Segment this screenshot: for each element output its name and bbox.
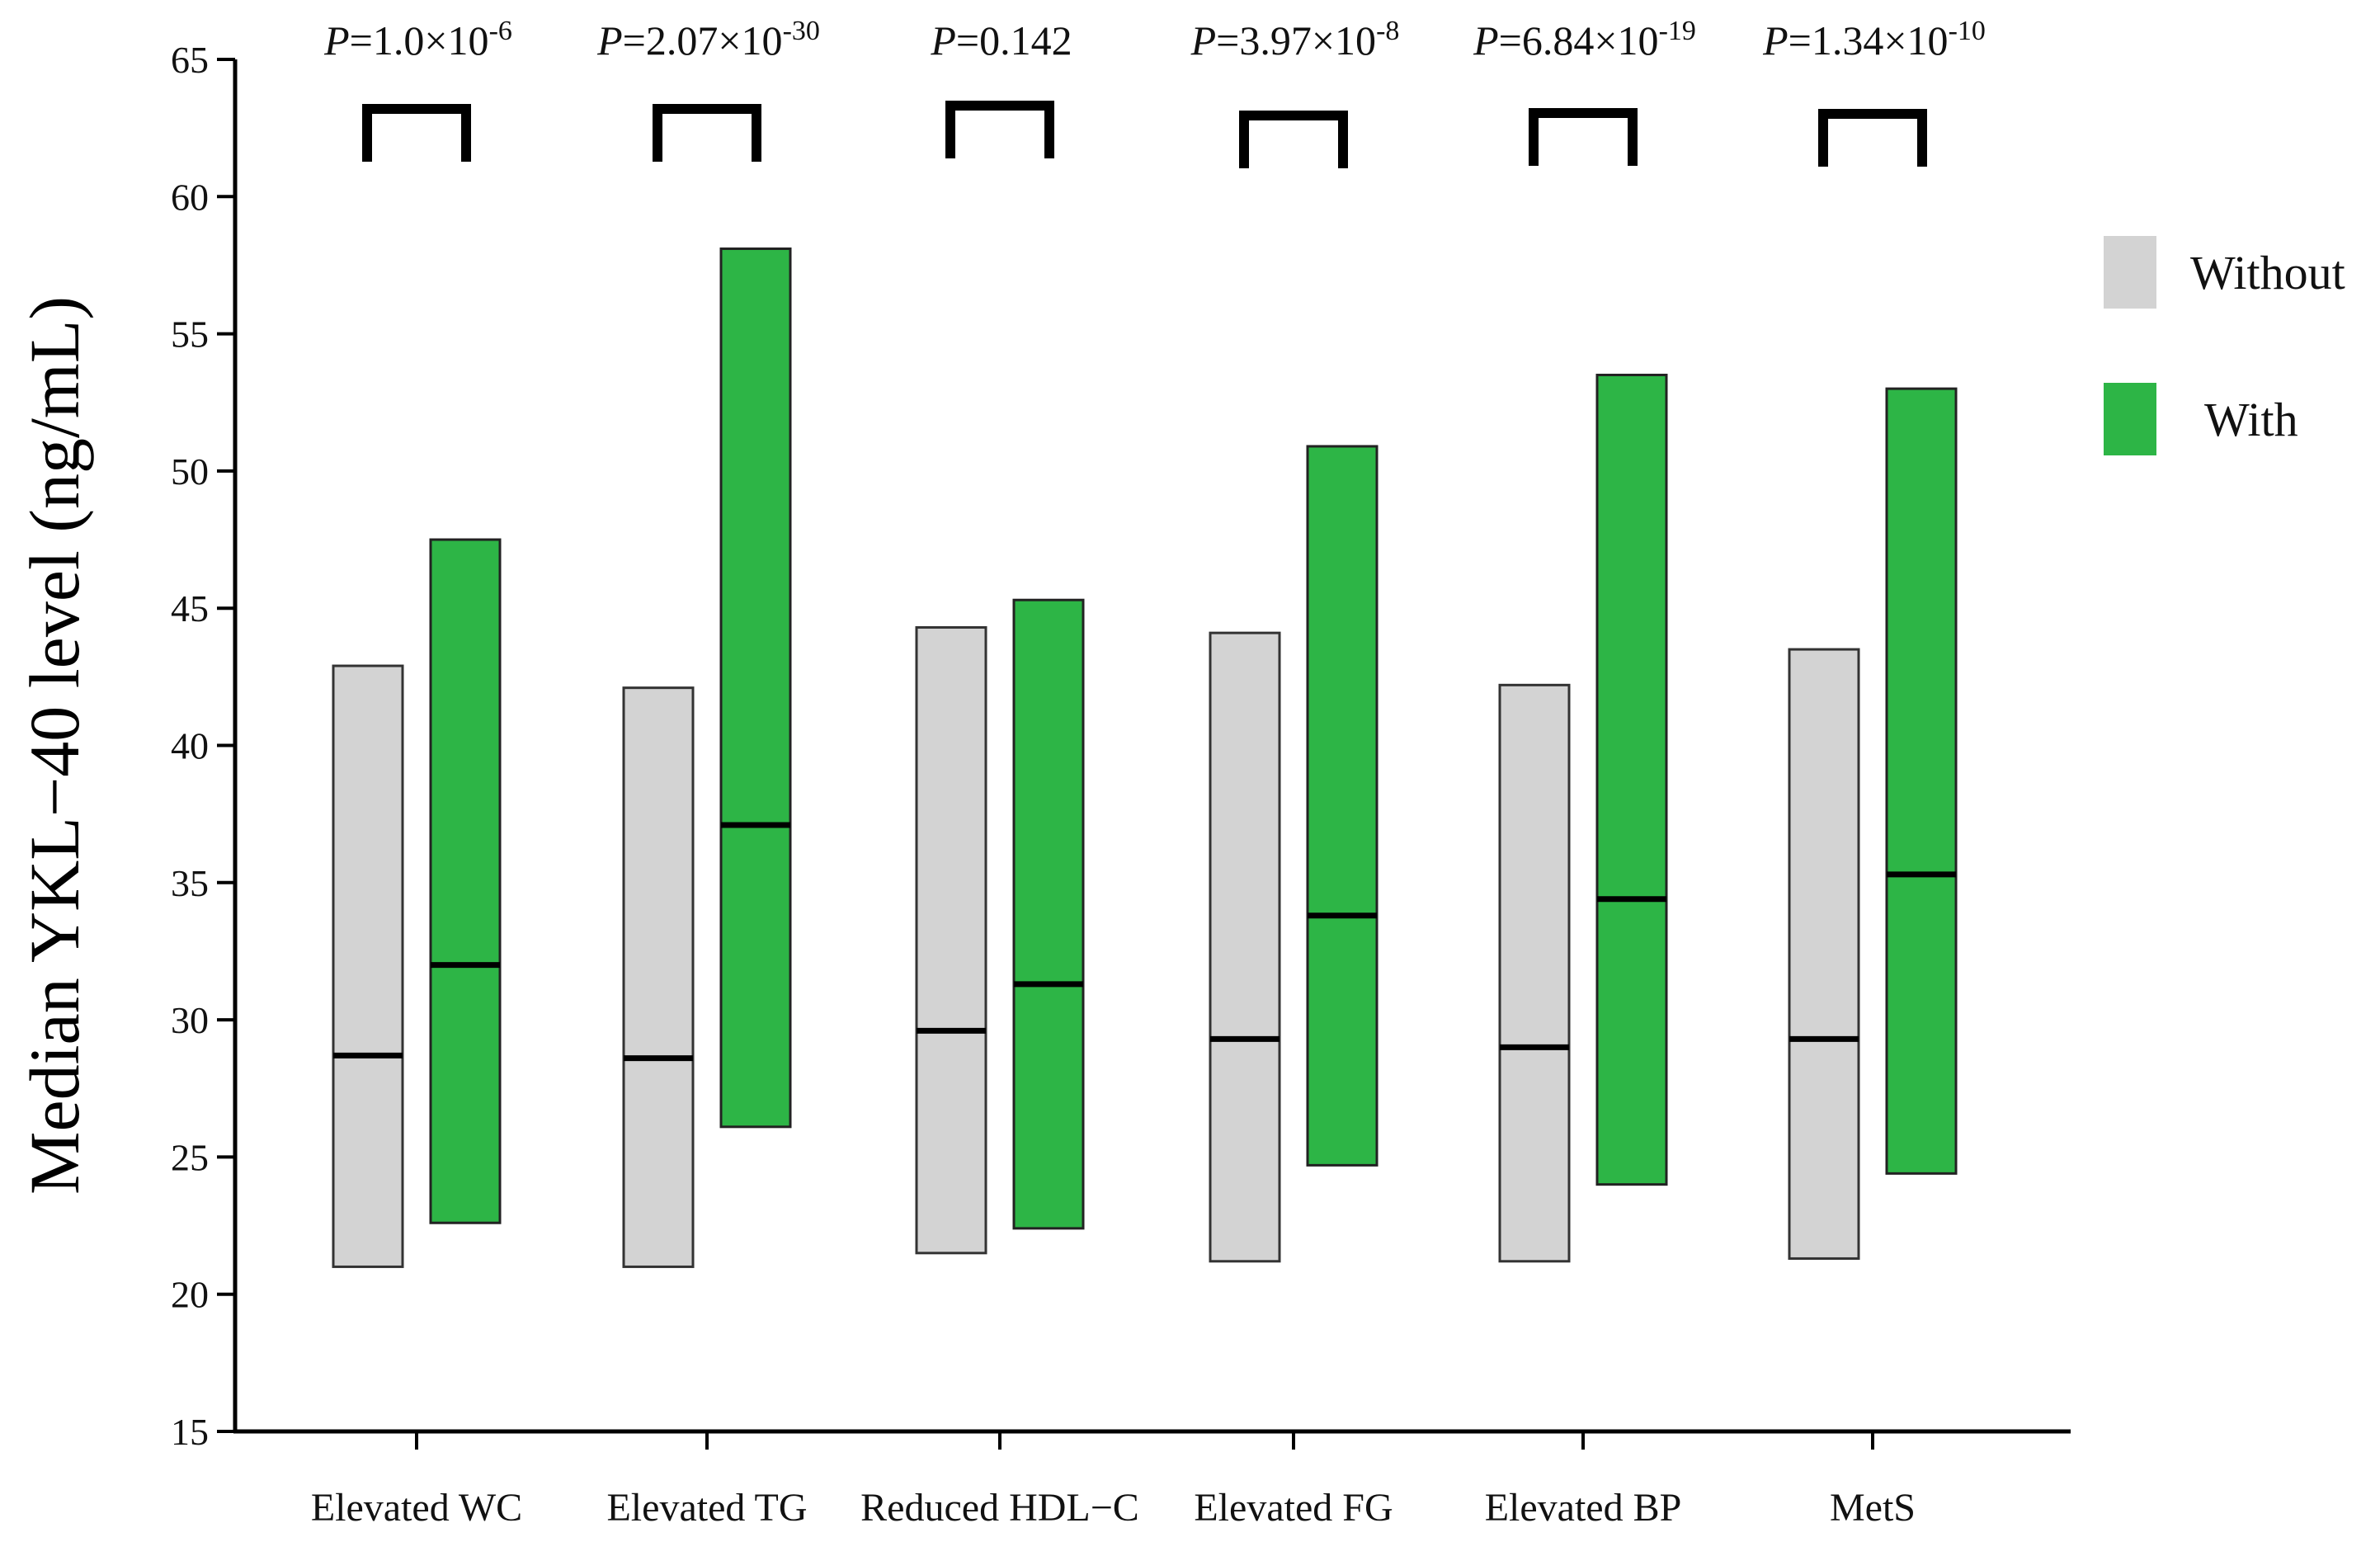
p-value-label: P=6.84×10-19 <box>1473 16 1696 64</box>
p-value-exponent: -19 <box>1659 16 1696 46</box>
p-value-text: =2.07×10 <box>623 17 783 64</box>
y-tick-label: 20 <box>171 1274 209 1316</box>
legend: Without With <box>2104 236 2345 455</box>
p-value-exponent: -10 <box>1949 16 1986 46</box>
y-tick-label: 65 <box>171 39 209 81</box>
y-tick-label: 50 <box>171 450 209 493</box>
p-value-text: =1.34×10 <box>1789 17 1949 64</box>
p-value-prefix: P <box>596 17 623 64</box>
boxes <box>332 247 1958 1268</box>
y-tick-label: 30 <box>171 999 209 1041</box>
box-with <box>1885 387 1958 1175</box>
p-value-text: =3.97×10 <box>1216 17 1376 64</box>
p-value-label: P=0.142 <box>930 17 1072 64</box>
x-tick-label: Elevated BP <box>1485 1486 1682 1530</box>
x-tick-label: Elevated FG <box>1194 1486 1393 1530</box>
p-value-exponent: -30 <box>783 16 820 46</box>
significance-bracket <box>362 104 471 162</box>
significance-bracket <box>1818 109 1927 167</box>
x-tick-label: Reduced HDL−C <box>860 1486 1139 1530</box>
box-with <box>1595 373 1668 1186</box>
p-value-prefix: P <box>323 17 350 64</box>
p-value-exponent: -6 <box>489 16 512 46</box>
y-tick-label: 15 <box>171 1411 209 1453</box>
legend-label: With <box>2204 393 2298 446</box>
p-value-exponent: -8 <box>1376 16 1399 46</box>
y-axis-label: Median YKL−40 level (ng/mL) <box>15 296 94 1195</box>
box-without <box>1788 648 1860 1260</box>
p-value-text: =0.142 <box>956 17 1072 64</box>
p-value-text: =6.84×10 <box>1499 17 1659 64</box>
y-tick-label: 60 <box>171 176 209 218</box>
box-without <box>915 625 987 1255</box>
significance-bracket <box>945 101 1054 158</box>
p-value-label: P=2.07×10-30 <box>596 16 820 64</box>
x-tick-label: MetS <box>1830 1486 1916 1530</box>
p-value-prefix: P <box>930 17 956 64</box>
y-tick-label: 35 <box>171 862 209 904</box>
legend-swatch-with <box>2104 383 2156 455</box>
p-value-prefix: P <box>1190 17 1217 64</box>
box-without <box>1209 631 1281 1263</box>
y-axis-label-group: Median YKL−40 level (ng/mL) <box>15 296 94 1195</box>
p-value-prefix: P <box>1473 17 1499 64</box>
x-tick-label: Elevated WC <box>311 1486 522 1530</box>
box-with <box>429 538 502 1224</box>
significance-brackets: P=1.0×10-6 P=2.07×10-30 P=0.142 P=3.97×10-8… <box>323 16 1986 168</box>
significance-bracket <box>1529 108 1638 166</box>
x-tick-label: Elevated TG <box>606 1486 807 1530</box>
y-tick-label: 45 <box>171 587 209 629</box>
box-without <box>332 664 404 1268</box>
y-tick-label: 55 <box>171 314 209 356</box>
box-with <box>719 247 792 1129</box>
p-value-prefix: P <box>1762 17 1789 64</box>
legend-swatch-without <box>2104 236 2156 309</box>
y-tick-label: 40 <box>171 725 209 767</box>
p-value-label: P=1.0×10-6 <box>323 16 512 64</box>
p-value-label: P=1.34×10-10 <box>1762 16 1986 64</box>
y-tick-label: 25 <box>171 1136 209 1178</box>
significance-bracket <box>1239 111 1348 168</box>
box-with <box>1306 445 1379 1167</box>
axes: 15 20 25 30 35 40 45 50 55 60 65 Elevated WC Elevate… <box>171 39 2071 1530</box>
box-with <box>1012 598 1085 1230</box>
p-value-label: P=3.97×10-8 <box>1190 16 1400 64</box>
box-without <box>622 686 695 1268</box>
significance-bracket <box>653 104 761 162</box>
legend-label: Without <box>2190 246 2345 299</box>
p-value-text: =1.0×10 <box>350 17 489 64</box>
box-without <box>1498 683 1571 1263</box>
